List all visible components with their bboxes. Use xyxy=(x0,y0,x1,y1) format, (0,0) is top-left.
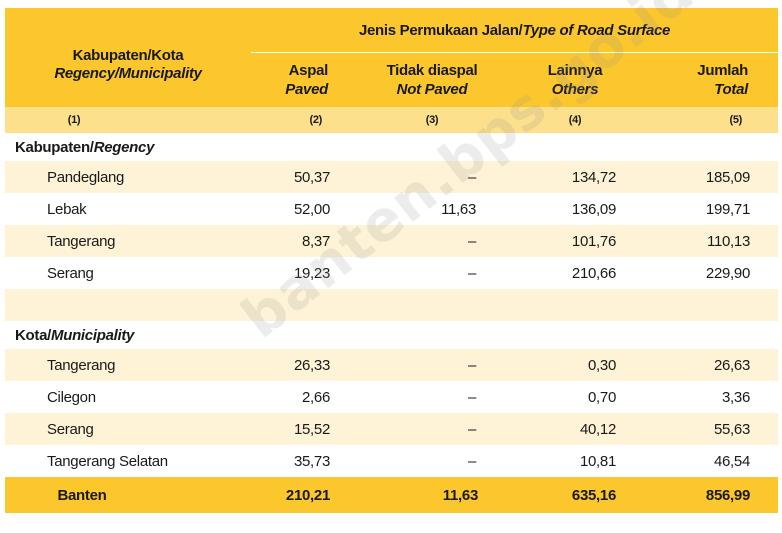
not-paved-value: – xyxy=(358,161,506,193)
total-value: 229,90 xyxy=(644,257,779,289)
total-value: 55,63 xyxy=(644,413,779,445)
spacer-row xyxy=(5,289,779,321)
section-label: Kota/Municipality xyxy=(15,326,135,344)
total-value: 185,09 xyxy=(644,161,779,193)
header-row-sub: Aspal Paved Tidak diaspal Not Paved Lain… xyxy=(5,52,779,107)
paved-value: 2,66 xyxy=(251,381,358,413)
paved-value: 15,52 xyxy=(251,413,358,445)
others-label: Lainnya xyxy=(547,62,603,79)
total-not-paved-value: 11,63 xyxy=(358,477,506,513)
column-number: (2) xyxy=(251,107,358,133)
total-value: 3,36 xyxy=(644,381,779,413)
column-header-total: Jumlah Total xyxy=(644,52,779,107)
region-name: Pandeglang xyxy=(5,161,251,193)
not-paved-label-en: Not Paved xyxy=(396,81,468,98)
column-header-others: Lainnya Others xyxy=(506,52,644,107)
not-paved-value: – xyxy=(358,413,506,445)
others-value: 40,12 xyxy=(506,413,644,445)
table-row: Tangerang 26,33 – 0,30 26,63 xyxy=(5,349,779,381)
others-value: 101,76 xyxy=(506,225,644,257)
total-value: 46,54 xyxy=(644,445,779,477)
section-header-regency: Kabupaten/Regency xyxy=(5,133,778,161)
others-value: 10,81 xyxy=(506,445,644,477)
not-paved-value: – xyxy=(358,349,506,381)
total-row: Banten 210,21 11,63 635,16 856,99 xyxy=(5,477,779,513)
paved-value: 8,37 xyxy=(251,225,358,257)
others-value: 0,30 xyxy=(506,349,644,381)
total-value: 110,13 xyxy=(644,225,779,257)
region-name: Tangerang Selatan xyxy=(5,445,251,477)
paved-label-en: Paved xyxy=(285,81,328,98)
region-name: Tangerang xyxy=(5,349,251,381)
region-column-header: Kabupaten/Kota Regency/Municipality xyxy=(5,8,251,107)
region-label-en: Regency/Municipality xyxy=(54,64,202,82)
column-header-not-paved: Tidak diaspal Not Paved xyxy=(358,52,506,107)
paved-label: Aspal xyxy=(288,62,329,79)
section-header-municipality: Kota/Municipality xyxy=(5,321,778,349)
total-paved-value: 210,21 xyxy=(251,477,358,513)
group-label-en: Type of Road Surface xyxy=(522,21,671,39)
table-row: Lebak 52,00 11,63 136,09 199,71 xyxy=(5,193,779,225)
section-label: Kabupaten/Regency xyxy=(15,138,155,156)
table-row: Serang 15,52 – 40,12 55,63 xyxy=(5,413,779,445)
others-value: 136,09 xyxy=(506,193,644,225)
total-label: Jumlah xyxy=(697,62,749,79)
header-row-top: Kabupaten/Kota Regency/Municipality Jeni… xyxy=(5,8,779,107)
road-surface-table-container: Kabupaten/Kota Regency/Municipality Jeni… xyxy=(5,8,779,513)
not-paved-label: Tidak diaspal xyxy=(386,62,478,79)
not-paved-value: – xyxy=(358,445,506,477)
region-name: Serang xyxy=(5,257,251,289)
column-header-paved: Aspal Paved xyxy=(251,52,358,107)
region-name: Lebak xyxy=(5,193,251,225)
table-row: Pandeglang 50,37 – 134,72 185,09 xyxy=(5,161,779,193)
paved-value: 26,33 xyxy=(251,349,358,381)
column-number: (4) xyxy=(506,107,644,133)
total-others-value: 635,16 xyxy=(506,477,644,513)
table-row: Tangerang Selatan 35,73 – 10,81 46,54 xyxy=(5,445,779,477)
paved-value: 19,23 xyxy=(251,257,358,289)
not-paved-value: – xyxy=(358,225,506,257)
table-row: Serang 19,23 – 210,66 229,90 xyxy=(5,257,779,289)
total-total-value: 856,99 xyxy=(644,477,779,513)
table-row: Cilegon 2,66 – 0,70 3,36 xyxy=(5,381,779,413)
others-label-en: Others xyxy=(551,81,599,98)
others-value: 0,70 xyxy=(506,381,644,413)
paved-value: 35,73 xyxy=(251,445,358,477)
not-paved-value: – xyxy=(358,381,506,413)
paved-value: 50,37 xyxy=(251,161,358,193)
total-value: 26,63 xyxy=(644,349,779,381)
road-surface-table: Kabupaten/Kota Regency/Municipality Jeni… xyxy=(5,8,779,513)
paved-value: 52,00 xyxy=(251,193,358,225)
group-label: Jenis Permukaan Jalan/ xyxy=(358,21,523,39)
total-value: 199,71 xyxy=(644,193,779,225)
region-name: Tangerang xyxy=(5,225,251,257)
region-name: Cilegon xyxy=(5,381,251,413)
others-value: 134,72 xyxy=(506,161,644,193)
column-number-row: (1) (2) (3) (4) (5) xyxy=(5,107,779,133)
column-number: (1) xyxy=(5,107,251,133)
region-label: Kabupaten/Kota xyxy=(72,46,184,64)
column-number: (5) xyxy=(644,107,779,133)
not-paved-value: 11,63 xyxy=(358,193,506,225)
others-value: 210,66 xyxy=(506,257,644,289)
region-name: Serang xyxy=(5,413,251,445)
column-number: (3) xyxy=(358,107,506,133)
table-row: Tangerang 8,37 – 101,76 110,13 xyxy=(5,225,779,257)
not-paved-value: – xyxy=(358,257,506,289)
road-surface-group-header: Jenis Permukaan Jalan/Type of Road Surfa… xyxy=(251,8,779,53)
total-label-en: Total xyxy=(714,81,749,98)
total-region-name: Banten xyxy=(5,477,251,513)
